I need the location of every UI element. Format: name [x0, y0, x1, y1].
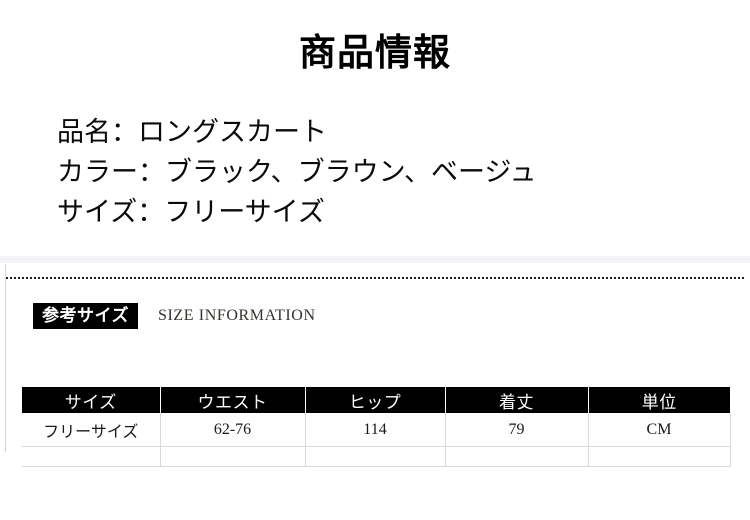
spec-item-color: カラー：ブラック、ブラウン、ベージュ — [57, 157, 537, 187]
column-header-hip: ヒップ — [305, 387, 446, 413]
cell-empty-unit — [588, 446, 731, 467]
left-vertical-rule — [5, 264, 6, 452]
size-table-body: フリーサイズ 62-76 114 79 CM — [22, 413, 731, 467]
cell-length: 79 — [445, 413, 589, 447]
section-divider-band — [0, 256, 750, 263]
table-row-empty — [22, 446, 731, 467]
cell-waist: 62-76 — [160, 413, 306, 447]
size-table-head: サイズ ウエスト ヒップ 着丈 単位 — [22, 387, 730, 413]
table-header-row: サイズ ウエスト ヒップ 着丈 単位 — [22, 387, 730, 413]
column-header-waist: ウエスト — [160, 387, 306, 413]
spec-item-size: サイズ：フリーサイズ — [57, 197, 325, 227]
cell-hip: 114 — [305, 413, 446, 447]
dotted-divider — [6, 277, 744, 279]
page-title: 商品情報 — [299, 33, 451, 74]
table-row: フリーサイズ 62-76 114 79 CM — [22, 413, 731, 447]
cell-empty-length — [445, 446, 589, 467]
size-section-badge: 参考サイズ — [33, 303, 138, 329]
spec-item-name: 品名：ロングスカート — [57, 117, 327, 147]
cell-empty-hip — [305, 446, 446, 467]
size-section-heading: 参考サイズ SIZE INFORMATION — [33, 303, 316, 329]
cell-empty-size — [22, 446, 161, 467]
column-header-length: 着丈 — [445, 387, 589, 413]
cell-size: フリーサイズ — [22, 413, 161, 447]
size-table-container: サイズ ウエスト ヒップ 着丈 単位 フリーサイズ 62-76 114 79 C… — [22, 387, 731, 467]
size-section-subtitle: SIZE INFORMATION — [158, 307, 316, 324]
size-table: サイズ ウエスト ヒップ 着丈 単位 フリーサイズ 62-76 114 79 C… — [22, 387, 731, 467]
column-header-size: サイズ — [22, 387, 161, 413]
product-spec-list: 品名：ロングスカート カラー：ブラック、ブラウン、ベージュ サイズ：フリーサイズ — [57, 112, 697, 232]
cell-empty-waist — [160, 446, 306, 467]
cell-unit: CM — [588, 413, 731, 447]
column-header-unit: 単位 — [588, 387, 730, 413]
